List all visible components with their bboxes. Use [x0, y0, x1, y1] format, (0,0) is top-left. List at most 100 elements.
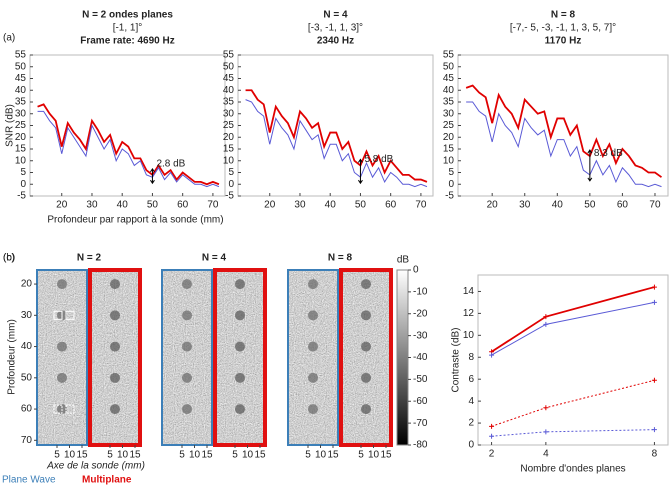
x-tick-label: 15 — [327, 450, 339, 461]
x-tick-label: 30 — [294, 200, 306, 211]
annotation-arrow — [358, 158, 363, 185]
series-line — [491, 286, 655, 353]
cyst — [308, 372, 318, 383]
x-tick-label: 20 — [264, 200, 276, 211]
image-frame — [287, 269, 339, 446]
ultrasound-image — [341, 270, 391, 445]
cyst — [110, 310, 120, 321]
y-tick-label: 55 — [223, 50, 235, 61]
x-tick-label: 15 — [254, 450, 266, 461]
cyst — [235, 279, 245, 290]
y-tick-label: 4 — [468, 396, 474, 407]
x-tick-label: 70 — [415, 200, 427, 211]
cyst — [235, 372, 245, 383]
y-tick-label: 0 — [468, 440, 474, 451]
y-tick-label: 45 — [15, 73, 27, 84]
colorbar-tick-label: -30 — [413, 330, 428, 341]
x-tick-label: 10 — [368, 450, 380, 461]
chart-title: [-1, 1]° — [113, 23, 143, 34]
x-tick-label: 50 — [355, 200, 367, 211]
x-tick-label: 15 — [76, 450, 88, 461]
cyst — [110, 341, 120, 352]
y-tick-label: 35 — [443, 97, 455, 108]
ultrasound-image — [162, 270, 212, 445]
y-tick-label: 35 — [15, 97, 27, 108]
y-tick-label: 15 — [443, 144, 455, 155]
y-tick-label: 8 — [468, 352, 474, 363]
colorbar-tick-label: -60 — [413, 396, 428, 407]
annotation-arrow — [587, 149, 593, 182]
y-tick-label: 20 — [443, 132, 455, 143]
x-tick-label: 10 — [189, 450, 201, 461]
plot-frame — [457, 54, 669, 197]
series-line — [245, 99, 428, 188]
series-line — [37, 103, 220, 186]
x-axis-label: Axe de la sonde (mm) — [46, 461, 145, 472]
x-tick-label: 2 — [489, 449, 495, 460]
image-title: N = 8 — [328, 253, 353, 264]
y-tick-label: 25 — [15, 120, 27, 131]
y-tick-label: 0 — [228, 179, 234, 190]
cyst — [57, 372, 67, 383]
x-tick-label: 70 — [649, 200, 661, 211]
annotation-arrow — [150, 167, 155, 185]
plot-frame — [29, 54, 226, 197]
point-marker — [489, 433, 495, 439]
cyst — [308, 310, 318, 321]
y-tick-label: 15 — [223, 144, 235, 155]
image-frame — [339, 268, 393, 447]
colorbar-tick-label: -20 — [413, 308, 428, 319]
image-title: N = 2 — [77, 253, 102, 264]
ultrasound-image — [37, 270, 87, 445]
cyst — [110, 404, 120, 415]
y-tick-label: 50 — [223, 61, 235, 72]
cyst — [182, 279, 192, 290]
y-tick-label: 20 — [15, 132, 27, 143]
y-tick-label: 10 — [223, 155, 235, 166]
image-frame — [88, 268, 142, 447]
y-tick-label: 45 — [223, 73, 235, 84]
cyst — [110, 279, 120, 290]
cyst — [182, 372, 192, 383]
point-marker — [543, 405, 549, 411]
cyst — [361, 310, 371, 321]
point-marker — [543, 314, 549, 320]
y-tick-label: 5 — [228, 167, 234, 178]
series-line — [37, 110, 220, 188]
chart-title: [-7,- 5, -3, -1, 1, 3, 5, 7]° — [510, 23, 616, 34]
chart-title: N = 4 — [323, 10, 348, 21]
x-tick-label: 15 — [380, 450, 392, 461]
x-tick-label: 10 — [242, 450, 254, 461]
ultrasound-image — [288, 270, 338, 445]
y-tick-label: 40 — [443, 85, 455, 96]
annotation: 5.8 dB — [364, 154, 393, 165]
legend-entry: Multiplane — [82, 475, 132, 486]
chart-title: Frame rate: 4690 Hz — [80, 36, 175, 47]
annotation: 2.8 dB — [156, 159, 185, 170]
y-tick-label: 40 — [21, 341, 33, 352]
colorbar-label: dB — [397, 255, 410, 266]
y-tick-label: 25 — [223, 120, 235, 131]
point-marker — [651, 299, 657, 305]
chart-title: 2340 Hz — [317, 36, 354, 47]
x-tick-label: 10 — [315, 450, 327, 461]
x-tick-label: 5 — [305, 450, 311, 461]
y-tick-label: 15 — [15, 144, 27, 155]
x-tick-label: 50 — [584, 200, 596, 211]
roi-box — [53, 310, 63, 320]
y-tick-label: 5 — [20, 167, 26, 178]
x-tick-label: 40 — [552, 200, 564, 211]
x-tick-label: 15 — [129, 450, 141, 461]
colorbar-tick-label: -40 — [413, 352, 428, 363]
cyst — [57, 279, 67, 290]
cyst — [57, 341, 67, 352]
roi-box — [65, 310, 75, 320]
y-tick-label: 50 — [443, 61, 455, 72]
x-tick-label: 40 — [325, 200, 337, 211]
x-tick-label: 8 — [652, 449, 658, 460]
y-tick-label: -5 — [17, 191, 26, 202]
x-tick-label: 10 — [64, 450, 76, 461]
annotation: 8.3 dB — [594, 148, 623, 159]
x-tick-label: 30 — [519, 200, 531, 211]
point-marker — [489, 352, 495, 358]
